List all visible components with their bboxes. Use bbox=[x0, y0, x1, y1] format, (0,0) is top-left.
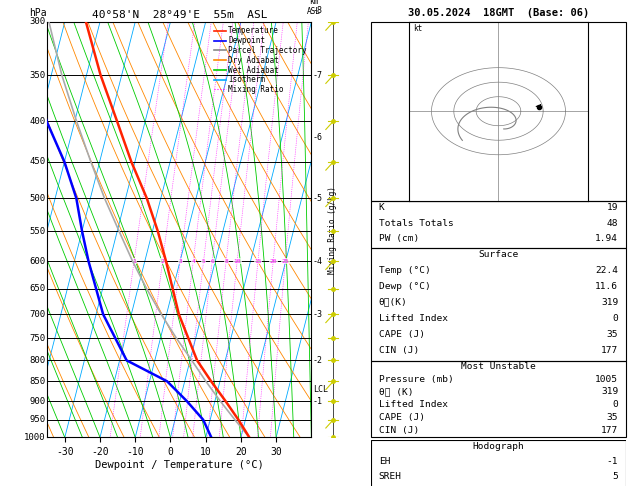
Text: -7: -7 bbox=[313, 70, 323, 80]
Text: 1: 1 bbox=[132, 259, 136, 263]
Text: km
ASL: km ASL bbox=[307, 0, 321, 16]
Bar bbox=[371, 22, 626, 201]
Bar bbox=[371, 201, 626, 248]
Text: -6: -6 bbox=[313, 134, 323, 142]
Text: hPa: hPa bbox=[29, 8, 47, 17]
Text: 800: 800 bbox=[30, 356, 46, 365]
Text: -2: -2 bbox=[313, 356, 323, 365]
Text: 2: 2 bbox=[161, 259, 165, 263]
Text: Temp (°C): Temp (°C) bbox=[379, 266, 430, 275]
Text: 400: 400 bbox=[30, 117, 46, 126]
Text: 0: 0 bbox=[613, 400, 618, 409]
Text: Totals Totals: Totals Totals bbox=[379, 219, 454, 227]
Text: 10: 10 bbox=[233, 259, 241, 263]
Text: 15: 15 bbox=[254, 259, 262, 263]
Text: CIN (J): CIN (J) bbox=[379, 346, 419, 355]
Text: 550: 550 bbox=[30, 226, 46, 236]
Text: 5: 5 bbox=[613, 472, 618, 481]
Text: -1: -1 bbox=[607, 457, 618, 466]
Text: Hodograph: Hodograph bbox=[472, 442, 525, 451]
Text: 48: 48 bbox=[607, 219, 618, 227]
Text: 1005: 1005 bbox=[595, 375, 618, 383]
Text: 319: 319 bbox=[601, 387, 618, 397]
Text: 25: 25 bbox=[282, 259, 289, 263]
Text: 950: 950 bbox=[30, 415, 46, 424]
Text: Mixing Ratio (g/kg): Mixing Ratio (g/kg) bbox=[328, 186, 337, 274]
Text: 700: 700 bbox=[30, 310, 46, 319]
Text: LCL: LCL bbox=[313, 385, 328, 394]
Text: -1: -1 bbox=[313, 397, 323, 405]
Text: kt: kt bbox=[414, 24, 423, 33]
Text: CAPE (J): CAPE (J) bbox=[379, 413, 425, 422]
Text: 750: 750 bbox=[30, 333, 46, 343]
Text: -5: -5 bbox=[313, 194, 323, 203]
Text: 6: 6 bbox=[210, 259, 214, 263]
Text: 4: 4 bbox=[191, 259, 195, 263]
Text: 500: 500 bbox=[30, 194, 46, 203]
Text: θᴇ (K): θᴇ (K) bbox=[379, 387, 413, 397]
Text: 650: 650 bbox=[30, 284, 46, 293]
Text: Lifted Index: Lifted Index bbox=[379, 400, 448, 409]
Text: θᴇ(K): θᴇ(K) bbox=[379, 297, 408, 307]
Bar bbox=[371, 361, 626, 437]
Text: Pressure (mb): Pressure (mb) bbox=[379, 375, 454, 383]
Text: 30.05.2024  18GMT  (Base: 06): 30.05.2024 18GMT (Base: 06) bbox=[408, 8, 589, 17]
Text: EH: EH bbox=[379, 457, 390, 466]
Text: 600: 600 bbox=[30, 257, 46, 265]
Text: Most Unstable: Most Unstable bbox=[461, 362, 536, 371]
Text: 1000: 1000 bbox=[25, 433, 46, 442]
Text: PW (cm): PW (cm) bbox=[379, 234, 419, 243]
Text: 177: 177 bbox=[601, 426, 618, 435]
Text: Surface: Surface bbox=[479, 250, 518, 259]
Title: 40°58'N  28°49'E  55m  ASL: 40°58'N 28°49'E 55m ASL bbox=[91, 10, 267, 20]
Text: CIN (J): CIN (J) bbox=[379, 426, 419, 435]
Text: 1.94: 1.94 bbox=[595, 234, 618, 243]
Text: -3: -3 bbox=[313, 310, 323, 319]
Text: 8: 8 bbox=[225, 259, 228, 263]
Text: 11.6: 11.6 bbox=[595, 281, 618, 291]
Text: K: K bbox=[379, 203, 384, 211]
X-axis label: Dewpoint / Temperature (°C): Dewpoint / Temperature (°C) bbox=[95, 460, 264, 470]
Text: 319: 319 bbox=[601, 297, 618, 307]
Text: 850: 850 bbox=[30, 377, 46, 386]
Text: SREH: SREH bbox=[379, 472, 402, 481]
Text: 450: 450 bbox=[30, 157, 46, 166]
Text: 300: 300 bbox=[30, 17, 46, 26]
Text: 20: 20 bbox=[269, 259, 277, 263]
Legend: Temperature, Dewpoint, Parcel Trajectory, Dry Adiabat, Wet Adiabat, Isotherm, Mi: Temperature, Dewpoint, Parcel Trajectory… bbox=[214, 26, 308, 95]
Text: 177: 177 bbox=[601, 346, 618, 355]
Text: 22.4: 22.4 bbox=[595, 266, 618, 275]
Text: 350: 350 bbox=[30, 70, 46, 80]
Text: 35: 35 bbox=[607, 413, 618, 422]
Text: CAPE (J): CAPE (J) bbox=[379, 330, 425, 339]
Text: 5: 5 bbox=[202, 259, 206, 263]
Text: 19: 19 bbox=[607, 203, 618, 211]
Text: Dewp (°C): Dewp (°C) bbox=[379, 281, 430, 291]
Text: 0: 0 bbox=[613, 313, 618, 323]
Bar bbox=[371, 248, 626, 361]
Text: 3: 3 bbox=[179, 259, 182, 263]
Text: Lifted Index: Lifted Index bbox=[379, 313, 448, 323]
Text: -8: -8 bbox=[313, 6, 323, 15]
Text: 35: 35 bbox=[607, 330, 618, 339]
Text: -4: -4 bbox=[313, 257, 323, 265]
Text: 900: 900 bbox=[30, 397, 46, 405]
